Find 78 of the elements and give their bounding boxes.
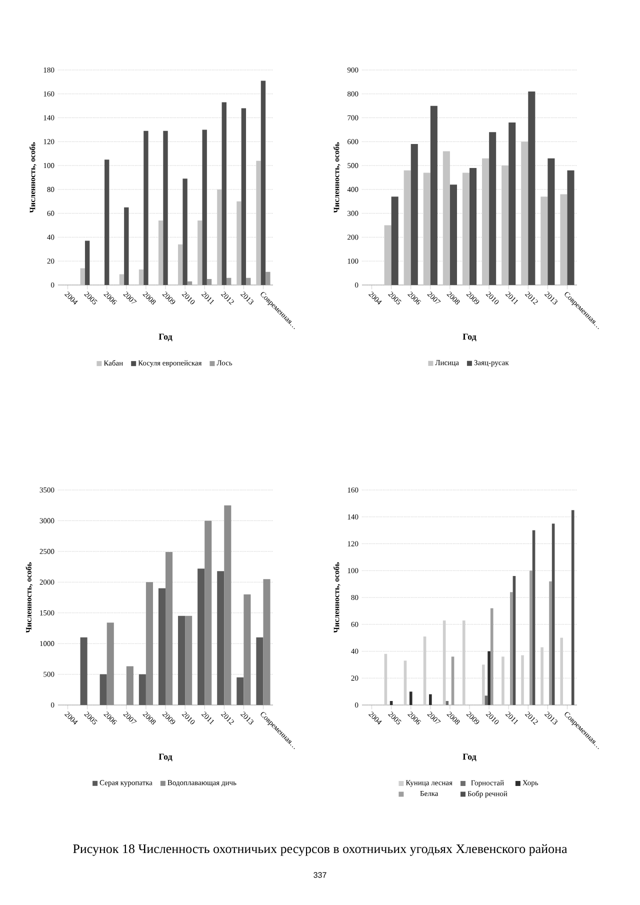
bar <box>217 189 222 285</box>
bar <box>560 194 568 285</box>
bar <box>256 637 264 705</box>
bar <box>158 588 166 705</box>
bar <box>423 172 430 285</box>
bar <box>138 674 146 705</box>
bar <box>198 568 205 705</box>
bar <box>236 677 244 705</box>
bar <box>144 130 148 285</box>
bar <box>80 268 85 285</box>
bar <box>202 130 207 285</box>
bar <box>540 647 544 705</box>
bar <box>256 160 261 285</box>
bar <box>158 220 164 285</box>
bar <box>560 638 564 705</box>
bar <box>508 122 516 285</box>
text: 337 <box>314 872 326 878</box>
y-axis-title: Численность, особь <box>333 562 340 633</box>
bar <box>84 240 90 285</box>
x-axis-title: Год <box>158 754 172 762</box>
bar <box>80 637 88 705</box>
bar <box>178 244 183 285</box>
y-axis-title: Численность, особь <box>29 142 36 213</box>
y-axis-title: Численность, особь <box>26 562 33 633</box>
bar <box>502 166 509 285</box>
bar <box>404 170 411 285</box>
bar <box>502 656 504 705</box>
bar <box>470 168 477 285</box>
bar <box>521 655 524 705</box>
bar <box>217 571 224 705</box>
bar <box>187 281 192 285</box>
bar <box>182 178 188 285</box>
bar <box>178 616 186 705</box>
bar <box>521 142 528 285</box>
bar <box>488 651 490 705</box>
bar <box>571 510 574 705</box>
bar <box>409 692 412 705</box>
bar <box>490 608 494 705</box>
bar <box>119 274 124 285</box>
bar <box>429 694 432 705</box>
x-axis-title: Год <box>158 334 172 342</box>
bar <box>266 272 270 285</box>
bar <box>489 132 496 285</box>
bar <box>206 279 212 285</box>
bar <box>567 170 574 285</box>
y-axis-title: Численность, особь <box>333 142 340 213</box>
bar <box>482 664 485 705</box>
bar <box>163 130 168 285</box>
bar <box>510 592 513 705</box>
x-axis-title: Год <box>462 334 476 342</box>
bar <box>430 106 438 285</box>
bar <box>540 196 548 285</box>
bar <box>484 696 488 705</box>
bar <box>482 158 490 285</box>
text: Рисунок 18 Численность охотничьих ресурсов в охотничьих угодьях Хлевенского района <box>73 844 568 856</box>
bar <box>548 158 555 285</box>
bar <box>384 225 392 285</box>
bar <box>462 620 466 705</box>
bar <box>391 196 398 285</box>
bar <box>450 184 457 285</box>
bar <box>241 108 246 285</box>
bar <box>236 201 242 285</box>
bar <box>260 80 266 285</box>
bar <box>549 581 552 705</box>
bar <box>410 144 418 285</box>
bar <box>226 278 232 285</box>
bar <box>442 151 450 285</box>
x-axis-title: Год <box>462 754 476 762</box>
bar <box>222 102 226 285</box>
bar <box>528 92 536 285</box>
bar <box>138 269 144 285</box>
bar <box>198 220 202 285</box>
bar <box>100 674 107 705</box>
bar <box>246 278 251 285</box>
bar <box>124 207 129 285</box>
bar <box>104 160 110 285</box>
bar <box>530 570 532 705</box>
bar <box>462 172 470 285</box>
